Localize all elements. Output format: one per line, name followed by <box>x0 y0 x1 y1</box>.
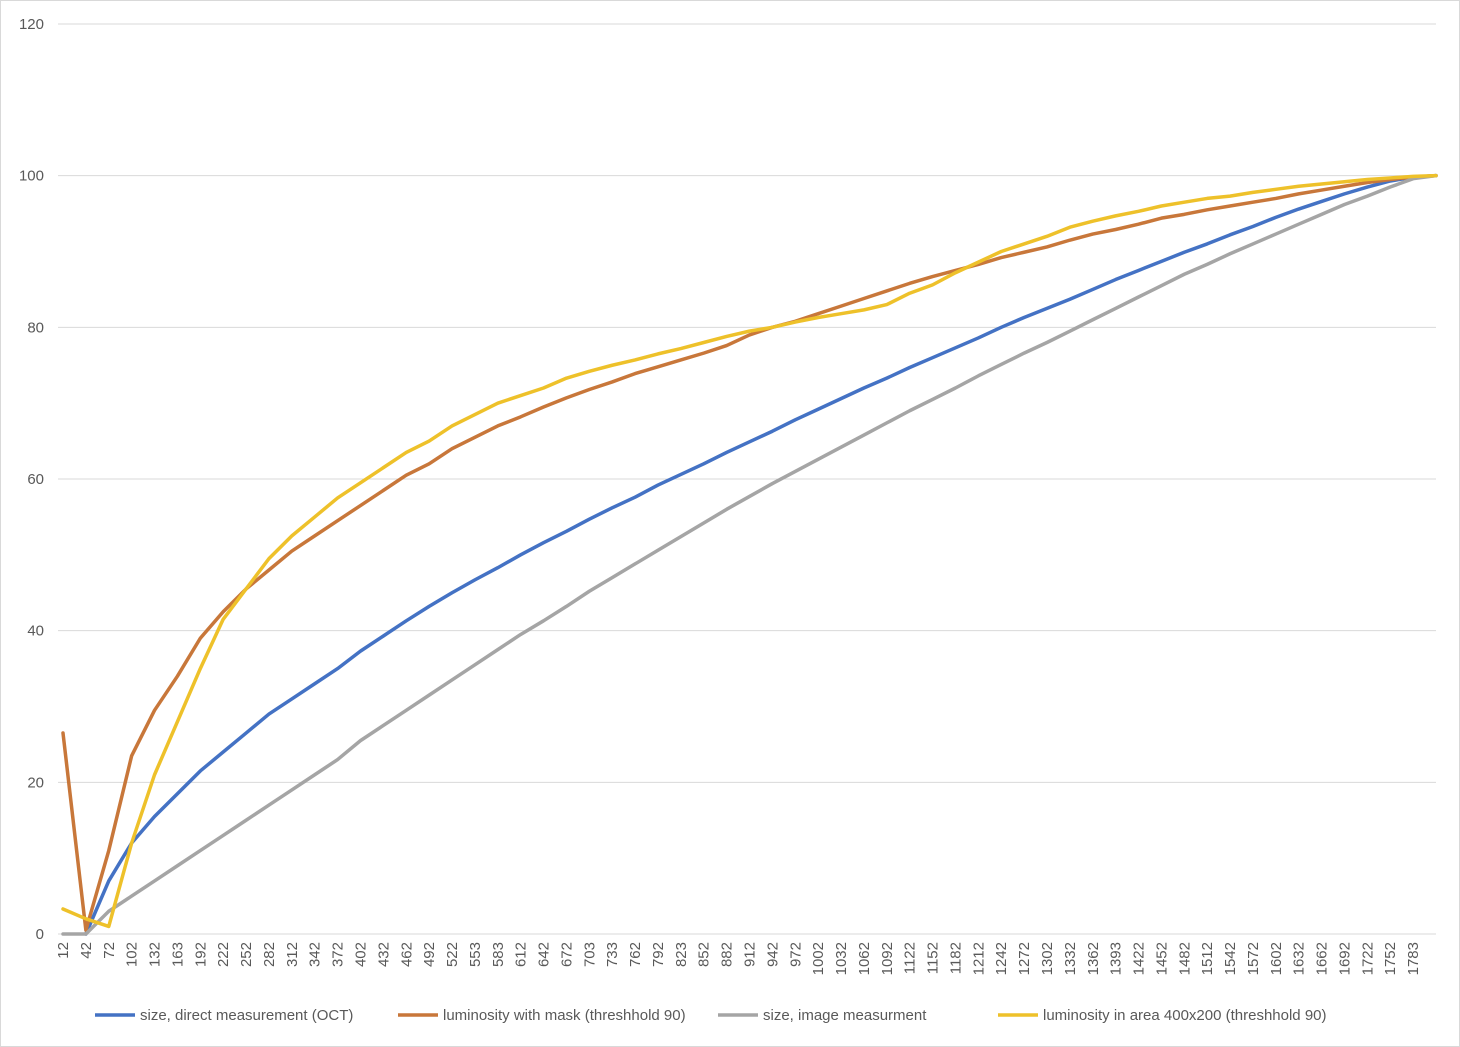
x-tick-label: 132 <box>147 942 164 967</box>
x-tick-label: 942 <box>764 942 781 967</box>
y-tick-label: 100 <box>19 168 44 185</box>
x-tick-label: 222 <box>215 942 232 967</box>
x-tick-label: 312 <box>284 942 301 967</box>
x-tick-label: 192 <box>192 942 209 967</box>
x-tick-label: 1032 <box>833 942 850 975</box>
x-tick-label: 72 <box>101 942 118 959</box>
x-tick-label: 12 <box>55 942 72 959</box>
x-tick-label: 342 <box>307 942 324 967</box>
x-tick-label: 1182 <box>947 942 964 974</box>
x-tick-label: 1482 <box>1176 942 1193 975</box>
x-tick-label: 612 <box>513 942 530 967</box>
x-tick-label: 1602 <box>1268 942 1285 975</box>
x-tick-label: 642 <box>536 942 553 967</box>
x-tick-label: 672 <box>558 942 575 967</box>
x-tick-label: 1272 <box>1016 942 1033 975</box>
x-tick-label: 882 <box>719 942 736 967</box>
x-tick-label: 972 <box>787 942 804 967</box>
x-tick-label: 1752 <box>1382 942 1399 975</box>
y-tick-label: 80 <box>27 319 44 336</box>
x-tick-label: 912 <box>742 942 759 967</box>
y-tick-label: 0 <box>36 926 44 943</box>
x-tick-label: 282 <box>261 942 278 967</box>
x-tick-label: 852 <box>696 942 713 967</box>
x-tick-label: 1662 <box>1314 942 1331 975</box>
x-tick-label: 432 <box>375 942 392 967</box>
x-tick-label: 1122 <box>902 942 919 974</box>
x-tick-label: 1572 <box>1245 942 1262 975</box>
y-tick-label: 60 <box>27 471 44 488</box>
x-tick-label: 1242 <box>993 942 1010 975</box>
y-tick-label: 20 <box>27 774 44 791</box>
legend-label: size, image measurment <box>763 1007 927 1024</box>
series-line <box>61 173 1438 929</box>
x-tick-label: 583 <box>490 942 507 967</box>
x-tick-label: 1632 <box>1291 942 1308 975</box>
x-tick-label: 1332 <box>1062 942 1079 975</box>
x-tick-label: 823 <box>673 942 690 967</box>
x-tick-label: 1692 <box>1336 942 1353 975</box>
x-tick-label: 1092 <box>879 942 896 975</box>
x-tick-label: 553 <box>467 942 484 967</box>
x-tick-label: 42 <box>78 942 95 959</box>
x-tick-label: 762 <box>627 942 644 967</box>
x-tick-label: 1512 <box>1199 942 1216 975</box>
x-tick-label: 1393 <box>1108 942 1125 975</box>
x-tick-label: 1783 <box>1405 942 1422 975</box>
x-tick-label: 1362 <box>1085 942 1102 975</box>
x-tick-label: 1212 <box>970 942 987 975</box>
series-line <box>61 173 1438 936</box>
x-tick-label: 492 <box>421 942 438 967</box>
x-tick-label: 733 <box>604 942 621 967</box>
x-tick-label: 102 <box>124 942 141 967</box>
series-line <box>61 173 1438 932</box>
x-tick-label: 1722 <box>1359 942 1376 975</box>
x-tick-label: 372 <box>330 942 347 967</box>
x-tick-label: 1542 <box>1222 942 1239 975</box>
legend-label: luminosity in area 400x200 (threshhold 9… <box>1043 1007 1327 1024</box>
x-tick-label: 1152 <box>925 942 942 974</box>
x-tick-label: 1452 <box>1153 942 1170 975</box>
x-tick-label: 792 <box>650 942 667 967</box>
x-tick-label: 1002 <box>810 942 827 975</box>
x-tick-label: 252 <box>238 942 255 967</box>
series-line <box>84 173 1438 936</box>
y-tick-label: 120 <box>19 16 44 33</box>
x-tick-label: 1422 <box>1131 942 1148 975</box>
legend-label: size, direct measurement (OCT) <box>140 1007 353 1024</box>
x-tick-label: 1062 <box>856 942 873 975</box>
x-tick-label: 462 <box>398 942 415 967</box>
legend-label: luminosity with mask (threshhold 90) <box>443 1007 686 1024</box>
x-tick-label: 1302 <box>1039 942 1056 975</box>
y-tick-label: 40 <box>27 623 44 640</box>
x-tick-label: 703 <box>581 942 598 967</box>
x-tick-label: 522 <box>444 942 461 967</box>
x-tick-label: 402 <box>352 942 369 967</box>
x-tick-label: 163 <box>169 942 186 967</box>
